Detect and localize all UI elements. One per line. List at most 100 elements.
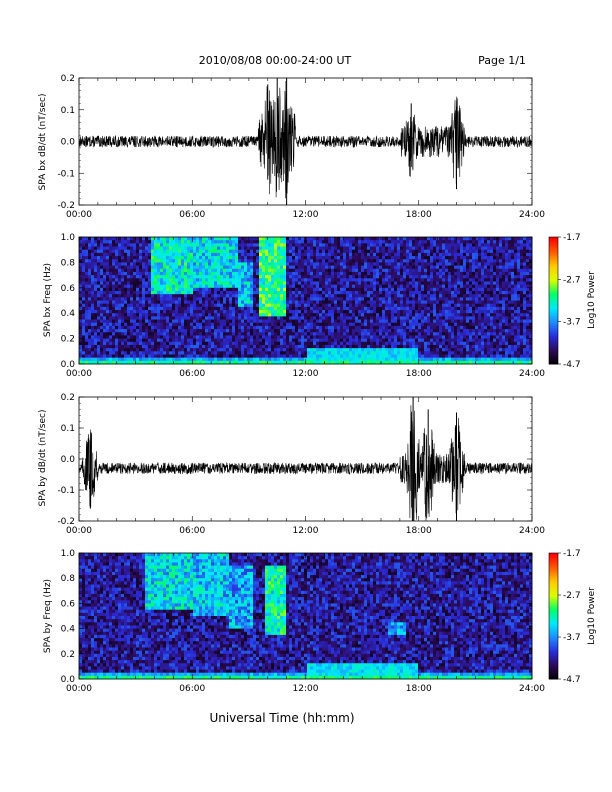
heatmap-cell xyxy=(367,284,371,289)
heatmap-cell xyxy=(94,271,98,276)
heatmap-cell xyxy=(361,265,365,270)
heatmap-cell xyxy=(316,246,320,251)
heatmap-cell xyxy=(226,249,230,254)
heatmap-cell xyxy=(148,246,152,251)
heatmap-cell xyxy=(256,335,260,339)
heatmap-cell xyxy=(94,252,98,257)
heatmap-cell xyxy=(127,303,131,308)
heatmap-cell xyxy=(205,259,209,263)
heatmap-cell xyxy=(382,329,386,333)
heatmap-cell xyxy=(271,252,275,257)
heatmap-cell xyxy=(418,332,422,336)
heatmap-cell xyxy=(259,271,263,276)
heatmap-cell xyxy=(106,290,110,295)
heatmap-cell xyxy=(301,290,305,295)
heatmap-cell xyxy=(97,344,101,349)
heatmap-cell xyxy=(373,252,377,257)
heatmap-cell xyxy=(301,265,305,270)
heatmap-cell xyxy=(280,284,284,289)
heatmap-cell xyxy=(172,335,176,339)
heatmap-cell xyxy=(310,357,314,362)
heatmap-cell xyxy=(112,351,116,355)
heatmap-cell xyxy=(103,354,107,359)
heatmap-cell xyxy=(145,341,149,346)
heatmap-cell xyxy=(319,310,323,314)
heatmap-cell xyxy=(442,271,446,276)
heatmap-cell xyxy=(286,329,290,333)
heatmap-cell xyxy=(250,265,254,270)
heatmap-cell xyxy=(79,275,83,279)
heatmap-cell xyxy=(181,319,185,324)
heatmap-cell xyxy=(415,237,419,241)
heatmap-cell xyxy=(289,281,293,286)
heatmap-cell xyxy=(184,271,188,276)
heatmap-cell xyxy=(280,252,284,257)
heatmap-cell xyxy=(169,338,173,343)
heatmap-cell xyxy=(409,316,413,320)
heatmap-cell xyxy=(124,237,128,241)
heatmap-cell xyxy=(223,246,227,251)
heatmap-cell xyxy=(148,319,152,324)
heatmap-cell xyxy=(292,357,296,362)
heatmap-cell xyxy=(232,262,236,266)
heatmap-cell xyxy=(175,252,179,257)
heatmap-cell xyxy=(112,300,116,305)
heatmap-cell xyxy=(274,243,278,247)
heatmap-cell xyxy=(235,281,239,286)
heatmap-cell xyxy=(217,332,221,336)
heatmap-cell xyxy=(430,240,434,244)
heatmap-cell xyxy=(256,329,260,333)
heatmap-cell xyxy=(361,338,365,343)
heatmap-cell xyxy=(85,287,89,292)
heatmap-cell xyxy=(373,329,377,333)
heatmap-cell xyxy=(355,319,359,324)
heatmap-cell xyxy=(355,290,359,295)
heatmap-cell xyxy=(166,338,170,343)
heatmap-cell xyxy=(208,262,212,266)
heatmap-cell xyxy=(442,313,446,317)
heatmap-cell xyxy=(94,310,98,314)
heatmap-cell xyxy=(397,281,401,286)
heatmap-cell xyxy=(430,313,434,317)
heatmap-cell xyxy=(232,275,236,279)
heatmap-cell xyxy=(223,297,227,301)
heatmap-cell xyxy=(421,335,425,339)
heatmap-cell xyxy=(202,252,206,257)
heatmap-cell xyxy=(139,329,143,333)
heatmap-cell xyxy=(271,348,275,352)
heatmap-cell xyxy=(283,284,287,289)
heatmap-cell xyxy=(394,360,398,365)
heatmap-cell xyxy=(295,319,299,324)
heatmap-cell xyxy=(82,306,86,311)
heatmap-cell xyxy=(265,259,269,263)
heatmap-cell xyxy=(319,332,323,336)
heatmap-cell xyxy=(112,310,116,314)
heatmap-cell xyxy=(430,357,434,362)
heatmap-cell xyxy=(247,322,251,327)
heatmap-cell xyxy=(352,294,356,298)
heatmap-cell xyxy=(187,310,191,314)
heatmap-cell xyxy=(157,271,161,276)
heatmap-cell xyxy=(97,300,101,305)
heatmap-cell xyxy=(247,303,251,308)
heatmap-cell xyxy=(244,348,248,352)
heatmap-cell xyxy=(295,281,299,286)
heatmap-cell xyxy=(259,303,263,308)
heatmap-cell xyxy=(406,237,410,241)
heatmap-cell xyxy=(439,297,443,301)
heatmap-cell xyxy=(364,303,368,308)
heatmap-cell xyxy=(256,243,260,247)
heatmap-cell xyxy=(88,300,92,305)
heatmap-cell xyxy=(151,338,155,343)
heatmap-cell xyxy=(391,281,395,286)
heatmap-cell xyxy=(157,278,161,282)
heatmap-cell xyxy=(337,329,341,333)
heatmap-cell xyxy=(322,306,326,311)
heatmap-cell xyxy=(217,325,221,330)
heatmap-cell xyxy=(256,344,260,349)
heatmap-cell xyxy=(328,297,332,301)
heatmap-cell xyxy=(433,259,437,263)
heatmap-cell xyxy=(436,275,440,279)
heatmap-cell xyxy=(409,335,413,339)
heatmap-cell xyxy=(262,316,266,320)
